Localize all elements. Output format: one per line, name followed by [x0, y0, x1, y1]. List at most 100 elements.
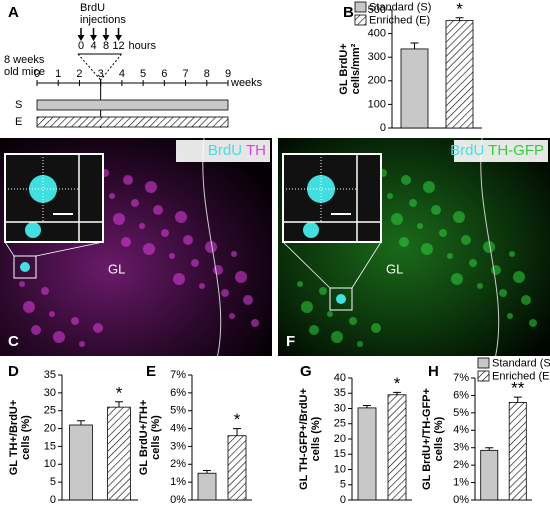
- cell: [483, 241, 495, 253]
- cell: [417, 223, 423, 229]
- y-tick-label: 25: [334, 418, 346, 430]
- y-tick-label: 3%: [453, 442, 469, 454]
- cell: [31, 325, 41, 335]
- y-axis-label: cells (%): [433, 416, 445, 461]
- cell: [243, 295, 253, 305]
- inset: [4, 153, 104, 243]
- week-label: 7: [182, 68, 188, 80]
- legend-label: Enriched (E): [369, 14, 430, 26]
- week-label: 8: [204, 68, 210, 80]
- y-tick-label: 4%: [453, 424, 469, 436]
- bar: [445, 20, 474, 129]
- y-tick-label: 7%: [453, 372, 469, 384]
- cell: [121, 237, 131, 247]
- week-label: 3: [98, 68, 104, 80]
- y-tick-label: 30: [334, 402, 346, 414]
- zoom-line: [100, 53, 122, 81]
- cell: [349, 317, 357, 325]
- cell: [391, 213, 403, 225]
- y-tick-label: 30: [44, 387, 56, 399]
- cell: [79, 341, 85, 347]
- error-bar: [455, 17, 464, 21]
- roi-line: [35, 241, 104, 257]
- y-tick-label: 15: [44, 440, 56, 452]
- panel-letter: C: [8, 333, 19, 350]
- cell: [183, 235, 193, 245]
- y-axis-label: GL TH-GFP+/BrdU+: [298, 388, 310, 490]
- significance: *: [456, 0, 463, 18]
- y-tick-label: 400: [368, 28, 386, 40]
- cell: [235, 271, 247, 283]
- cell: [461, 235, 471, 245]
- y-axis-label: GL BrdU+/TH-GFP+: [421, 388, 433, 490]
- week-label: 5: [140, 68, 146, 80]
- cell: [401, 175, 411, 185]
- roi-line: [282, 241, 331, 289]
- label-bg: [176, 140, 270, 162]
- y-axis-label: GL BrdU+: [338, 43, 350, 94]
- roi-cell: [20, 262, 30, 272]
- cell: [421, 243, 433, 255]
- cell: [131, 199, 139, 207]
- week-label: 2: [76, 68, 82, 80]
- injection-label: injections: [80, 14, 126, 26]
- y-tick-label: 0%: [453, 494, 469, 506]
- channel-labels: BrdU TH-GFP: [450, 142, 544, 159]
- y-tick-label: 100: [368, 98, 386, 110]
- panel-letter: G: [300, 363, 312, 380]
- y-tick-label: 3%: [170, 440, 186, 452]
- weeks-unit: weeks: [230, 77, 263, 89]
- hour-label: 4: [90, 40, 96, 52]
- cell: [399, 237, 409, 247]
- channel-1: BrdU: [208, 142, 242, 159]
- cell: [357, 341, 363, 347]
- arrow-head: [115, 35, 122, 41]
- legend-label: Standard (S): [369, 1, 431, 13]
- cell: [327, 311, 333, 317]
- cell: [113, 213, 125, 225]
- y-tick-label: 0: [50, 494, 56, 506]
- cell: [153, 205, 163, 215]
- y-tick-label: 35: [44, 369, 56, 381]
- label-bg: [454, 140, 548, 162]
- cell: [521, 295, 531, 305]
- y-tick-label: 1%: [453, 476, 469, 488]
- y-tick-label: 6%: [170, 387, 186, 399]
- y-tick-label: 500: [368, 4, 386, 16]
- hour-label: 12: [112, 40, 124, 52]
- mice-label: old mice: [4, 66, 45, 78]
- cell: [221, 289, 229, 297]
- cell: [191, 259, 199, 267]
- cell: [387, 193, 393, 199]
- legend-swatch: [354, 1, 367, 13]
- y-tick-label: 1%: [170, 476, 186, 488]
- bar: [387, 394, 407, 501]
- significance: *: [394, 374, 401, 393]
- y-tick-label: 0%: [170, 494, 186, 506]
- roi: [13, 255, 37, 279]
- bar: [69, 424, 93, 501]
- panel-letter: D: [8, 363, 19, 380]
- cell: [507, 313, 513, 319]
- inset-cell: [25, 222, 41, 238]
- error-bar: [115, 401, 123, 408]
- y-tick-label: 0: [380, 122, 386, 134]
- error-bar: [77, 420, 85, 425]
- zoom-line: [77, 53, 102, 81]
- cell: [53, 331, 65, 343]
- roi-cell: [336, 294, 346, 304]
- y-tick-label: 25: [44, 405, 56, 417]
- cell: [451, 273, 463, 285]
- y-tick-label: 5%: [453, 407, 469, 419]
- y-tick-label: 0: [340, 494, 346, 506]
- y-tick-label: 6%: [453, 389, 469, 401]
- y-tick-label: 10: [44, 458, 56, 470]
- cell: [251, 319, 259, 327]
- error-bar: [410, 42, 419, 49]
- error-bar: [363, 404, 371, 408]
- week-label: 6: [161, 68, 167, 80]
- roi-line: [4, 241, 15, 257]
- panel-letter: H: [428, 363, 439, 380]
- bar: [357, 407, 377, 501]
- y-axis-label: GL BrdU+/TH+: [138, 400, 150, 476]
